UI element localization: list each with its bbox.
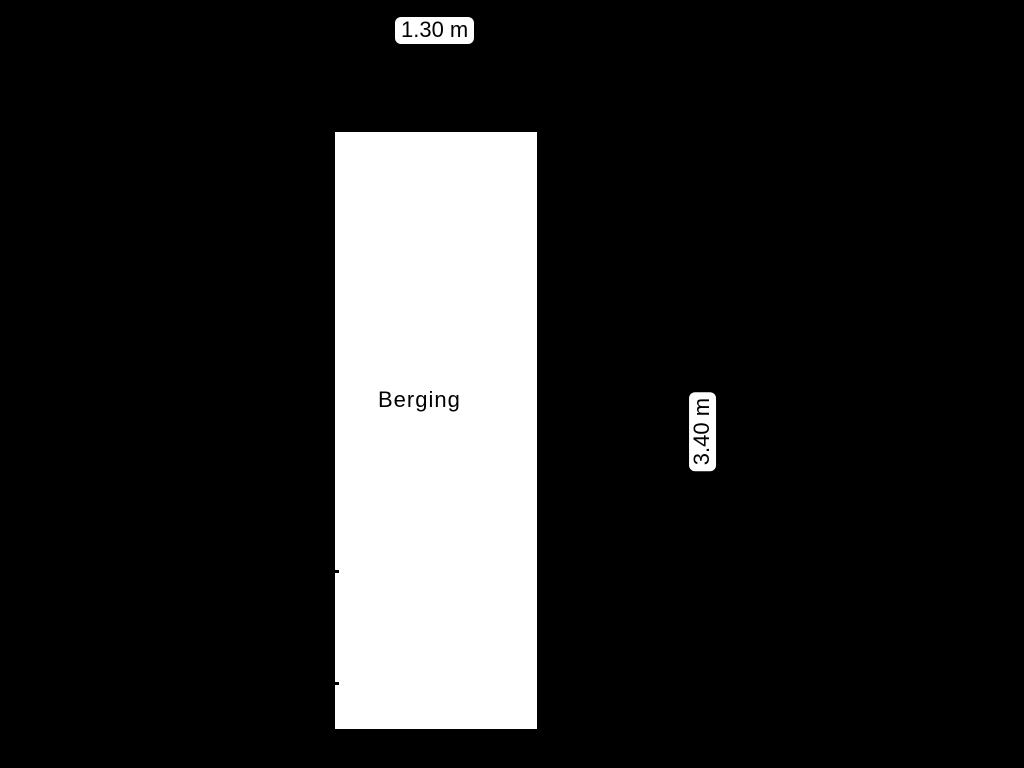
room-berging	[335, 132, 537, 729]
floorplan-canvas: Berging 1.30 m 3.40 m	[0, 0, 1024, 768]
dimension-height-label: 3.40 m	[689, 392, 716, 471]
dimension-width-label: 1.30 m	[395, 17, 474, 44]
door-icon	[317, 570, 339, 685]
room-label: Berging	[378, 387, 461, 413]
